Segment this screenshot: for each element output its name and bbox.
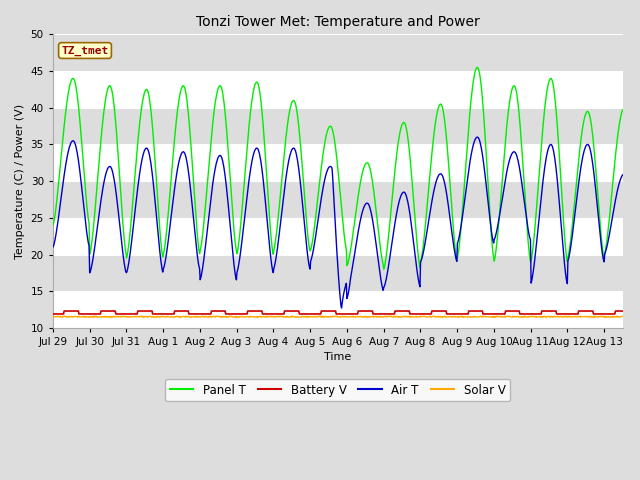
Battery V	[619, 308, 627, 314]
Bar	[53, 218, 623, 254]
Air T	[338, 305, 346, 311]
Panel T	[619, 107, 627, 113]
Air T	[285, 155, 293, 161]
Solar V	[385, 313, 392, 319]
Solar V	[155, 313, 163, 319]
Solar V	[537, 314, 545, 320]
Solar V	[591, 314, 599, 320]
Battery V	[77, 311, 84, 317]
Panel T	[385, 228, 393, 233]
Panel T	[49, 222, 57, 228]
Battery V	[156, 311, 163, 317]
Solar V	[417, 313, 424, 319]
Air T	[385, 260, 393, 265]
Air T	[76, 171, 84, 177]
Bar	[53, 35, 623, 71]
Solar V	[285, 314, 293, 320]
Bar	[53, 254, 623, 291]
Battery V	[591, 311, 598, 317]
Panel T	[600, 255, 608, 261]
Line: Air T: Air T	[53, 137, 623, 308]
Line: Battery V: Battery V	[53, 311, 623, 314]
Text: TZ_tmet: TZ_tmet	[61, 46, 109, 56]
Line: Panel T: Panel T	[53, 67, 623, 269]
Bar	[53, 181, 623, 218]
Panel T	[285, 110, 293, 116]
Panel T	[474, 64, 481, 70]
Battery V	[49, 311, 57, 317]
Solar V	[49, 314, 57, 320]
Bar	[53, 71, 623, 108]
Air T	[474, 134, 481, 140]
X-axis label: Time: Time	[324, 352, 351, 362]
Legend: Panel T, Battery V, Air T, Solar V: Panel T, Battery V, Air T, Solar V	[165, 379, 510, 401]
Air T	[619, 172, 627, 178]
Battery V	[385, 311, 393, 317]
Panel T	[380, 266, 388, 272]
Y-axis label: Temperature (C) / Power (V): Temperature (C) / Power (V)	[15, 104, 25, 259]
Bar	[53, 108, 623, 144]
Air T	[600, 259, 608, 264]
Air T	[591, 182, 599, 188]
Panel T	[155, 210, 163, 216]
Title: Tonzi Tower Met: Temperature and Power: Tonzi Tower Met: Temperature and Power	[196, 15, 479, 29]
Panel T	[76, 121, 84, 127]
Air T	[155, 237, 163, 242]
Solar V	[619, 313, 627, 319]
Solar V	[76, 314, 84, 320]
Battery V	[60, 308, 68, 314]
Battery V	[600, 311, 607, 317]
Panel T	[591, 160, 599, 166]
Battery V	[286, 308, 294, 314]
Line: Solar V: Solar V	[53, 316, 623, 317]
Bar	[53, 291, 623, 328]
Bar	[53, 144, 623, 181]
Air T	[49, 244, 57, 250]
Solar V	[600, 313, 608, 319]
